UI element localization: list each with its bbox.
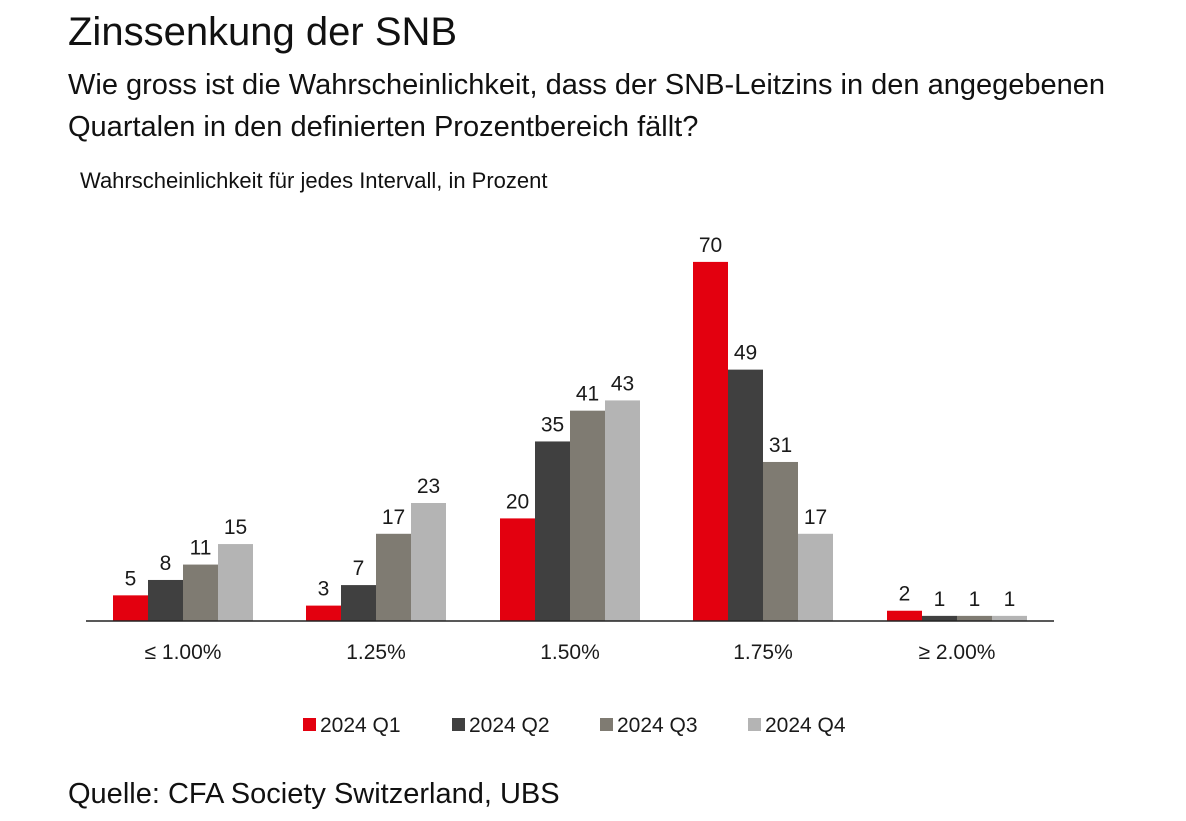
data-label: 23 — [417, 475, 440, 498]
data-label: 41 — [576, 383, 599, 406]
bar — [887, 610, 922, 621]
data-label: 1 — [969, 588, 981, 611]
bars-layer — [113, 261, 1027, 621]
data-label: 17 — [382, 506, 405, 529]
bar — [763, 461, 798, 621]
data-label: 7 — [353, 557, 365, 580]
bar — [306, 605, 341, 621]
bar — [376, 533, 411, 621]
bar — [113, 595, 148, 621]
bar — [218, 544, 253, 621]
data-label: 8 — [160, 552, 172, 575]
legend-item: 2024 Q3 — [600, 714, 698, 737]
chart-subtitle: Wie gross ist die Wahrscheinlichkeit, da… — [68, 69, 1106, 143]
data-label: 49 — [734, 342, 757, 365]
bar — [570, 410, 605, 621]
data-label: 11 — [190, 537, 212, 560]
bar — [535, 441, 570, 621]
bar — [957, 615, 992, 621]
legend-label: 2024 Q3 — [617, 714, 698, 737]
legend: 2024 Q1 2024 Q2 2024 Q3 2024 Q4 — [303, 714, 846, 737]
data-label: 43 — [611, 372, 634, 395]
chart-title: Zinssenkung der SNB — [68, 10, 458, 54]
bar — [922, 615, 957, 621]
bar — [341, 585, 376, 621]
bar — [992, 615, 1027, 621]
legend-label: 2024 Q4 — [765, 714, 846, 737]
data-label: 3 — [318, 578, 330, 601]
data-label: 17 — [804, 506, 827, 529]
bar — [693, 261, 728, 621]
legend-swatch — [600, 718, 613, 731]
source-note: Quelle: CFA Society Switzerland, UBS — [68, 778, 560, 810]
data-label: 2 — [899, 583, 911, 606]
bar — [728, 369, 763, 621]
data-label: 35 — [541, 413, 564, 436]
data-label: 15 — [224, 516, 247, 539]
x-tick-label: ≤ 1.00% — [145, 641, 222, 664]
y-axis-label: Wahrscheinlichkeit für jedes Intervall, … — [80, 168, 548, 193]
x-tick-label: ≥ 2.00% — [919, 641, 996, 664]
data-label: 5 — [125, 567, 137, 590]
legend-swatch — [748, 718, 761, 731]
bar — [798, 533, 833, 621]
legend-item: 2024 Q2 — [452, 714, 550, 737]
x-tick-label: 1.25% — [346, 641, 406, 664]
data-label: 31 — [769, 434, 792, 457]
bar — [605, 400, 640, 621]
x-tick-label: 1.75% — [733, 641, 793, 664]
legend-swatch — [303, 718, 316, 731]
data-label: 70 — [699, 234, 722, 257]
legend-label: 2024 Q1 — [320, 714, 401, 737]
legend-swatch — [452, 718, 465, 731]
bar — [411, 503, 446, 621]
legend-item: 2024 Q1 — [303, 714, 401, 737]
data-label: 1 — [934, 588, 946, 611]
x-tick-label: 1.50% — [540, 641, 600, 664]
data-label: 20 — [506, 490, 529, 513]
bar — [183, 564, 218, 621]
x-axis: ≤ 1.00% 1.25% 1.50% 1.75% ≥ 2.00% — [86, 620, 1054, 664]
bar — [148, 579, 183, 621]
legend-item: 2024 Q4 — [748, 714, 846, 737]
data-label: 1 — [1004, 588, 1016, 611]
legend-label: 2024 Q2 — [469, 714, 550, 737]
bar — [500, 518, 535, 621]
